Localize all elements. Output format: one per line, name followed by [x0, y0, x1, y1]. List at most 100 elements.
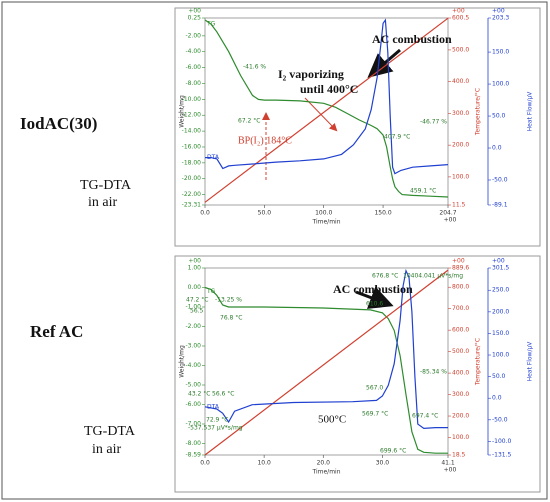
y-tick-label: 11.5 [452, 202, 466, 209]
method-label: in air [92, 442, 121, 457]
x-tick-label: 100.0 [315, 210, 332, 217]
annotation: 43.2 °C [188, 391, 210, 398]
plot-area [204, 17, 449, 206]
plot-area [204, 267, 449, 456]
y-tick-label: 600.0 [452, 327, 469, 334]
annotation: 56.6 °C [212, 391, 234, 398]
y-tick-label: 18.5 [452, 452, 466, 459]
y-tick-label: 50.0 [492, 113, 506, 120]
y-tick-label: -6.00 [185, 64, 201, 71]
y-tick-label: -22.00 [182, 191, 202, 198]
annotation: 500°C [318, 414, 346, 426]
arrow [304, 97, 338, 132]
y-tick-label: -100.0 [492, 438, 512, 445]
axis-exponent: +00 [452, 258, 465, 265]
axis-exponent: +00 [444, 467, 457, 474]
annotation: AC combustion [333, 282, 413, 296]
y-tick-label: -10.00 [182, 96, 202, 103]
y-tick-label: 200.0 [452, 142, 469, 149]
y-tick-label: -50.0 [492, 416, 508, 423]
annotation: -46.77 % [420, 119, 447, 126]
x-tick-label: 204.7 [439, 210, 456, 217]
y-tick-label: -14.00 [182, 128, 202, 135]
annotation: 610.6 [366, 301, 383, 308]
y-tick-label: -4.00 [185, 362, 201, 369]
y-tick-label: 50.0 [492, 373, 506, 380]
y-tick-label: -89.1 [492, 202, 508, 209]
series-line [204, 19, 449, 198]
series-line [204, 268, 448, 430]
annotation: 407.9 °C [384, 134, 410, 141]
x-tick-label: 0.0 [200, 460, 210, 467]
panel-label: Ref AC [30, 322, 83, 341]
y-tick-label: 250.0 [492, 287, 509, 294]
y-tick-label: 889.6 [452, 265, 469, 272]
y-tick-label: 0.25 [188, 15, 202, 22]
y3-axis-title: Heat Flow/µV [527, 91, 534, 132]
axis-exponent: +00 [492, 8, 505, 15]
y-tick-label: -12.00 [182, 112, 202, 119]
method-label: in air [88, 195, 117, 210]
annotation: 76.8 °C [220, 315, 242, 322]
y-tick-label: 200.0 [492, 308, 509, 315]
y-tick-label: 400.0 [452, 78, 469, 85]
y-tick-label: 300.0 [452, 391, 469, 398]
annotation: 676.8 °C [372, 273, 398, 280]
panel-frame [174, 255, 541, 493]
axis-exponent: +00 [492, 258, 505, 265]
y-tick-label: 1.00 [188, 265, 202, 272]
annotation: 10404.041 µV*s/mg [403, 273, 463, 280]
y-tick-label: 400.0 [452, 370, 469, 377]
y-tick-label: -131.5 [492, 452, 512, 459]
annotation: 72.9 °C [206, 417, 228, 424]
y-tick-label: -20.00 [182, 175, 202, 182]
y-tick-label: -3.00 [185, 342, 201, 349]
series-label: TG [206, 288, 216, 295]
x-tick-label: 41.1 [441, 460, 455, 467]
y-tick-label: -6.00 [185, 401, 201, 408]
y-tick-label: 600.5 [452, 15, 469, 22]
y-tick-label: 800.0 [452, 284, 469, 291]
arrow [355, 286, 394, 309]
axis-exponent: +00 [188, 258, 201, 265]
y2-axis-title: Temperature/°C [475, 88, 482, 136]
annotation: 697.4 °C [412, 413, 438, 420]
annotation: 699.6 °C [380, 448, 406, 455]
axis-exponent: +00 [452, 8, 465, 15]
annotation: 47.2 °C [186, 297, 208, 304]
x-tick-label: 50.0 [258, 210, 272, 217]
annotation: 569.7 °C [362, 411, 388, 418]
y-tick-label: 500.0 [452, 46, 469, 53]
y-tick-label: 0.00 [188, 284, 202, 291]
x-tick-label: 150.0 [374, 210, 391, 217]
series-line [204, 286, 448, 454]
annotation: -85.34 % [420, 369, 447, 376]
y-tick-label: 301.5 [492, 265, 509, 272]
y3-axis-title: Heat Flow/µV [527, 341, 534, 382]
y-tick-label: 200.0 [452, 413, 469, 420]
y-tick-label: -5.00 [185, 381, 201, 388]
x-tick-label: 30.0 [376, 460, 390, 467]
annotation: 567.0 [366, 385, 383, 392]
y-axis-title: Weight/mg [179, 345, 186, 378]
y-tick-label: 203.3 [492, 15, 509, 22]
y-tick-label: -16.00 [182, 143, 202, 150]
method-label: TG-DTA [80, 178, 132, 193]
annotation: -537.537 µV*s/mg [188, 425, 243, 432]
y2-axis-title: Temperature/°C [475, 338, 482, 386]
panel-frame [174, 7, 541, 247]
series-label: DTA [207, 403, 220, 410]
y-tick-label: 300.0 [452, 110, 469, 117]
y-tick-label: -8.00 [185, 440, 201, 447]
y-tick-label: 0.0 [492, 395, 502, 402]
axis-exponent: +00 [444, 217, 457, 224]
y-tick-label: 100.0 [452, 434, 469, 441]
panel-label: IodAC(30) [20, 114, 97, 133]
method-label: TG-DTA [84, 424, 136, 439]
annotation: I₂ vaporizing [278, 67, 344, 81]
y-tick-label: -2.00 [185, 32, 201, 39]
series-label: TG [206, 20, 216, 27]
series-line [204, 269, 449, 456]
